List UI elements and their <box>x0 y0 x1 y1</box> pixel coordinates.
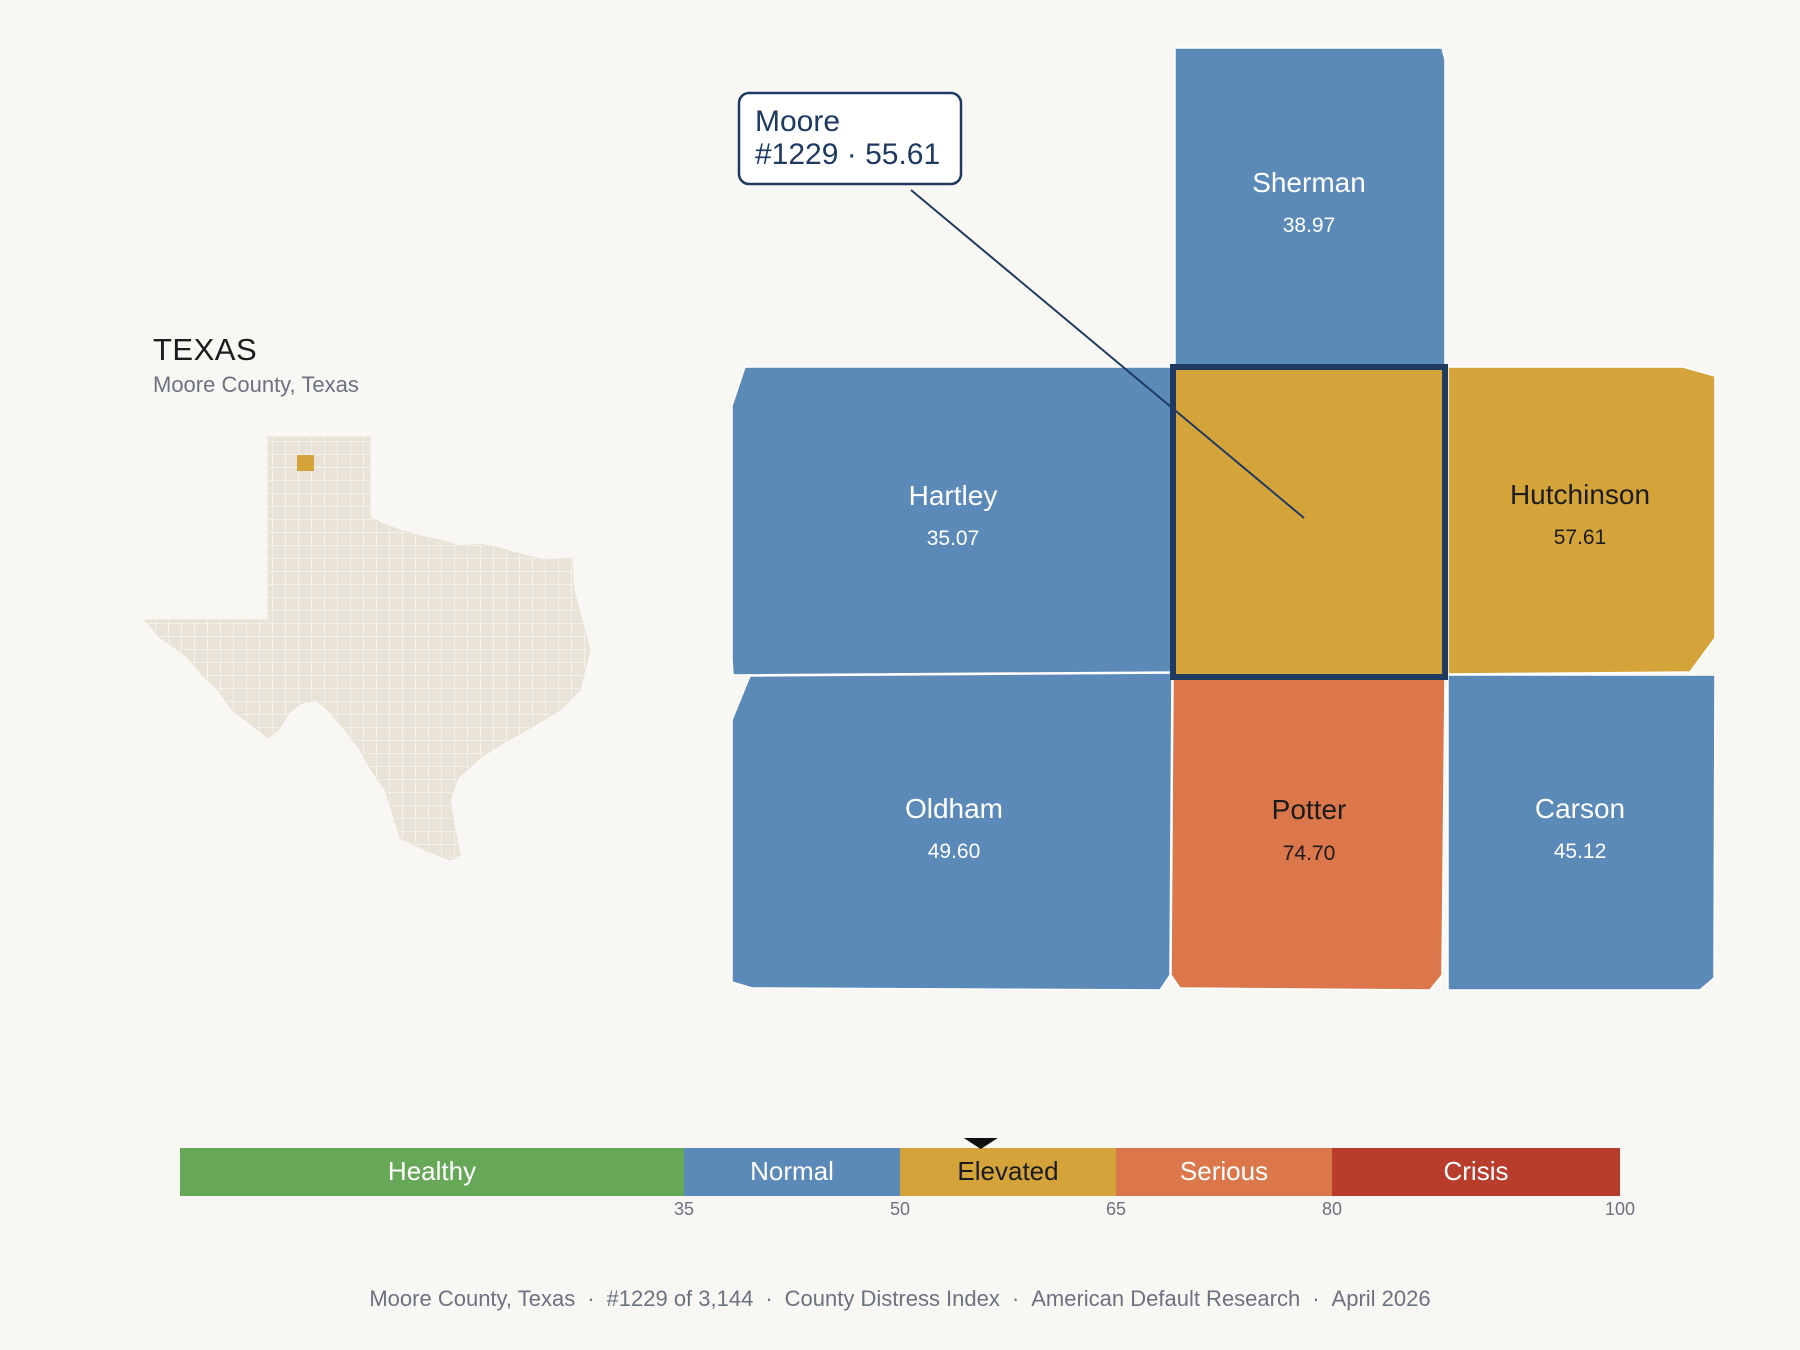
texas-inset-map <box>143 436 591 861</box>
county-map <box>731 47 1716 991</box>
state-subtitle: Moore County, Texas <box>153 372 359 397</box>
county-hartley[interactable] <box>731 366 1173 676</box>
footer-separator: · <box>1011 1286 1020 1311</box>
footer-separator: · <box>765 1286 773 1311</box>
focus-callout: Moore #1229 · 55.61 <box>737 91 1305 519</box>
county-name-label: Sherman <box>1252 167 1366 198</box>
county-labels: Sherman 38.97 Hartley 35.07 Hutchinson 5… <box>905 167 1650 865</box>
scale-band-label: Normal <box>750 1156 834 1186</box>
footer-separator: · <box>1312 1286 1320 1311</box>
county-name-label: Hartley <box>909 480 998 511</box>
county-name-label: Carson <box>1535 793 1625 824</box>
scale-band-elevated <box>900 1148 1116 1196</box>
texas-state-shape <box>143 436 591 861</box>
callout-box <box>737 91 963 186</box>
county-potter[interactable] <box>1170 677 1446 991</box>
footer: Moore County, Texas · #1229 of 3,144 · Count… <box>0 1286 1800 1312</box>
callout-leader-line <box>910 189 1305 519</box>
footer-date: April 2026 <box>1331 1286 1431 1311</box>
scale-tick-label: 65 <box>1106 1199 1126 1219</box>
county-moore-highlighted[interactable] <box>1170 364 1448 680</box>
footer-location: Moore County, Texas <box>369 1286 576 1311</box>
county-sherman[interactable] <box>1174 47 1446 368</box>
county-value-label: 45.12 <box>1554 840 1607 863</box>
county-hutchinson[interactable] <box>1447 366 1716 675</box>
callout-detail: #1229 · 55.61 <box>755 138 940 171</box>
distress-scale-legend: Healthy Normal Elevated Serious Crisis 35 50 65… <box>180 1138 1635 1219</box>
county-value-label: 57.61 <box>1554 526 1607 549</box>
scale-tick-label: 50 <box>890 1199 910 1219</box>
callout-county-name: Moore <box>755 105 840 138</box>
county-value-label: 74.70 <box>1283 842 1336 865</box>
scale-band-label: Crisis <box>1444 1156 1509 1186</box>
texas-inset-highlight <box>297 455 314 471</box>
footer-index-name: County Distress Index <box>784 1286 1000 1311</box>
state-title: TEXAS <box>153 332 258 367</box>
county-oldham[interactable] <box>731 672 1173 991</box>
scale-marker-icon <box>963 1138 998 1149</box>
county-value-label: 35.07 <box>927 527 980 550</box>
scale-tick-label: 100 <box>1605 1199 1635 1219</box>
county-name-label: Oldham <box>905 793 1003 824</box>
scale-tick-label: 35 <box>674 1199 694 1219</box>
footer-publisher: American Default Research <box>1031 1286 1301 1311</box>
county-name-label: Potter <box>1272 794 1347 825</box>
county-value-label: 38.97 <box>1283 214 1336 237</box>
county-value-label: 49.60 <box>928 840 981 863</box>
scale-band-label: Serious <box>1180 1156 1268 1186</box>
scale-band-crisis <box>1332 1148 1620 1196</box>
scale-tick-label: 80 <box>1322 1199 1342 1219</box>
county-name-label: Hutchinson <box>1510 479 1650 510</box>
scale-band-label: Healthy <box>388 1156 476 1186</box>
scale-band-healthy <box>180 1148 684 1196</box>
footer-separator: · <box>587 1286 595 1311</box>
scale-band-serious <box>1116 1148 1332 1196</box>
scale-band-normal <box>684 1148 900 1196</box>
scale-band-label: Elevated <box>957 1156 1058 1186</box>
county-carson[interactable] <box>1447 674 1716 991</box>
footer-rank: #1229 of 3,144 <box>606 1286 754 1311</box>
